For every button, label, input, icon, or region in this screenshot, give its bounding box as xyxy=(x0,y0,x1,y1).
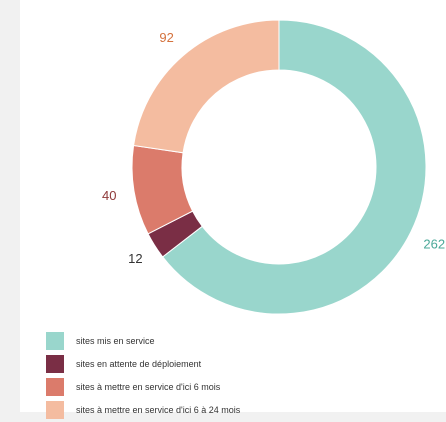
legend-label: sites à mettre en service d'ici 6 mois xyxy=(76,381,221,392)
slice-mis-en-service xyxy=(161,19,427,315)
chart-legend: sites mis en service sites en attente de… xyxy=(46,330,240,422)
donut-value-labels: 262 12 40 92 xyxy=(102,30,445,266)
value-label-attente-deploiement: 12 xyxy=(128,251,142,266)
legend-item-mis-en-service: sites mis en service xyxy=(46,330,240,351)
legend-swatch xyxy=(46,377,64,396)
value-label-6-mois: 40 xyxy=(102,188,116,203)
donut-slices xyxy=(131,19,427,315)
legend-item-attente-deploiement: sites en attente de déploiement xyxy=(46,353,240,374)
donut-chart: 262 12 40 92 xyxy=(102,19,445,315)
legend-label: sites mis en service xyxy=(76,335,155,346)
legend-swatch xyxy=(46,354,64,373)
legend-swatch xyxy=(46,331,64,350)
legend-label: sites en attente de déploiement xyxy=(76,358,202,369)
legend-item-6-mois: sites à mettre en service d'ici 6 mois xyxy=(46,376,240,397)
legend-swatch xyxy=(46,400,64,419)
value-label-mis-en-service: 262 xyxy=(423,236,445,251)
slice-6-24-mois xyxy=(133,19,280,154)
legend-label: sites à mettre en service d'ici 6 à 24 m… xyxy=(76,404,241,415)
legend-item-6-24-mois: sites à mettre en service d'ici 6 à 24 m… xyxy=(46,399,240,420)
value-label-6-24-mois: 92 xyxy=(159,30,173,45)
